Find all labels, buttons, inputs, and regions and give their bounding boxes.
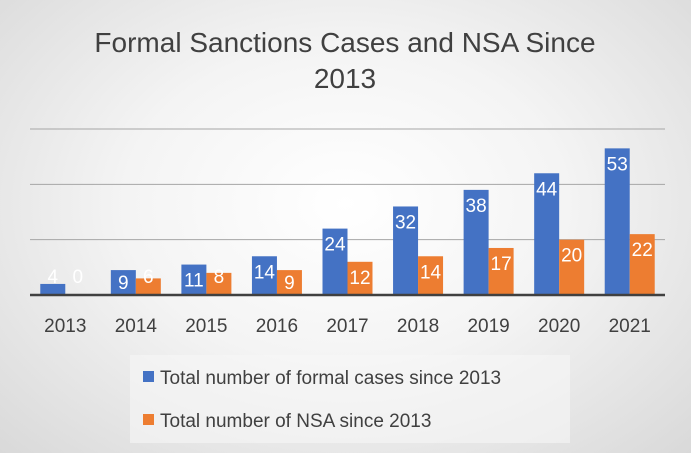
legend-swatch-formal-cases: [143, 371, 154, 382]
chart-title-line-1: Formal Sanctions Cases and NSA Since: [94, 27, 595, 58]
bar-nsa-2021: [629, 234, 655, 295]
bar-nsa-2019: [488, 247, 514, 295]
legend-swatch-nsa: [143, 414, 154, 425]
data-label: 44: [536, 179, 558, 200]
legend: Total number of formal cases since 2013 …: [130, 355, 570, 443]
data-label: 12: [349, 268, 370, 289]
chart-title-line-2: 2013: [314, 63, 376, 94]
data-label: 4: [47, 267, 58, 288]
bar-formal-cases-2014: [110, 270, 136, 295]
bar-formal-cases-2017: [322, 228, 348, 295]
x-tick-label: 2020: [538, 316, 580, 337]
legend-label-formal-cases: Total number of formal cases since 2013: [160, 368, 501, 389]
bar-nsa-2020: [559, 239, 585, 295]
bar-nsa-2014: [135, 278, 161, 295]
data-label: 22: [632, 240, 653, 261]
data-label: 8: [214, 267, 225, 288]
data-label: 0: [72, 267, 83, 288]
bar-nsa-2016: [276, 270, 302, 295]
bar-formal-cases-2013: [40, 283, 66, 295]
bar-nsa-2018: [418, 256, 444, 295]
data-label: 14: [420, 262, 442, 283]
bar-formal-cases-2016: [251, 256, 277, 295]
x-tick-label: 2013: [44, 316, 86, 337]
bar-formal-cases-2018: [393, 206, 419, 295]
x-tick-label: 2014: [115, 316, 158, 337]
data-label: 6: [143, 267, 154, 288]
bar-formal-cases-2015: [181, 264, 207, 295]
data-label: 20: [561, 246, 582, 267]
x-tick-label: 2019: [467, 316, 509, 337]
data-label: 9: [284, 273, 295, 294]
data-label: 53: [607, 154, 628, 175]
data-label: 32: [395, 212, 416, 233]
data-label: 17: [491, 254, 512, 275]
data-label: 38: [466, 196, 487, 217]
bar-nsa-2015: [206, 272, 232, 295]
x-tick-label: 2021: [609, 316, 651, 337]
data-label: 24: [324, 235, 346, 256]
x-tick-label: 2018: [397, 316, 439, 337]
bar-nsa-2017: [347, 261, 373, 295]
x-tick-label: 2017: [326, 316, 368, 337]
legend-label-nsa: Total number of NSA since 2013: [160, 411, 431, 432]
bar-formal-cases-2021: [604, 148, 630, 295]
legend-background: [130, 355, 570, 443]
bar-formal-cases-2019: [463, 189, 489, 295]
data-label: 11: [184, 271, 204, 292]
bar-formal-cases-2020: [534, 173, 560, 295]
x-tick-label: 2016: [256, 316, 298, 337]
data-label: 9: [118, 273, 129, 294]
x-tick-label: 2015: [185, 316, 227, 337]
data-label: 14: [254, 262, 276, 283]
